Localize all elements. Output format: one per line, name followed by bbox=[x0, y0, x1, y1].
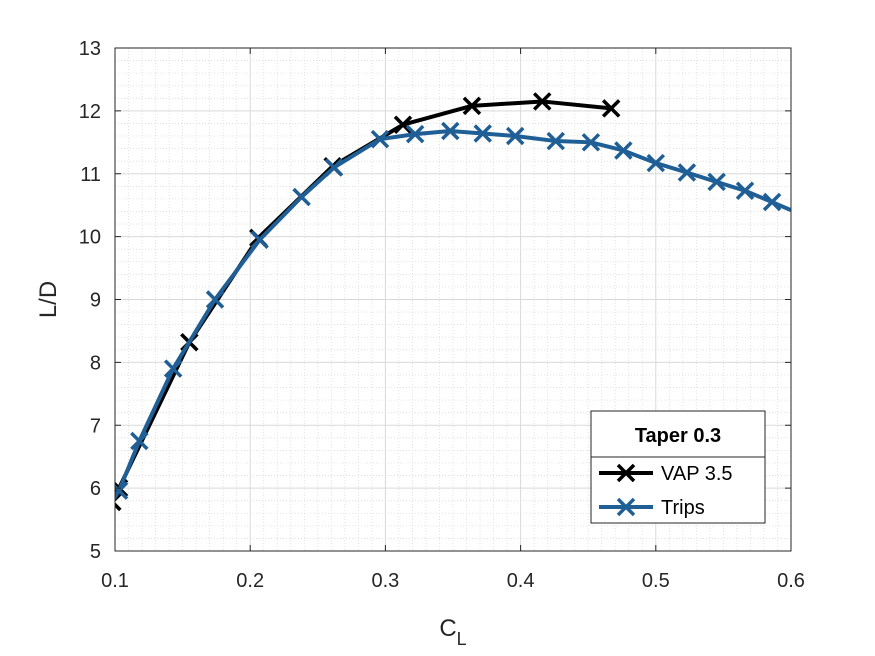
data-point bbox=[370, 129, 390, 149]
data-point bbox=[205, 290, 225, 309]
x-tick-label: 0.6 bbox=[777, 570, 805, 592]
series-layer bbox=[115, 92, 791, 512]
legend-label: VAP 3.5 bbox=[661, 463, 733, 485]
x-axis-label-subscript: L bbox=[457, 629, 467, 649]
series-trips bbox=[115, 121, 791, 501]
y-tick-label: 13 bbox=[79, 38, 101, 60]
data-point bbox=[462, 96, 482, 116]
x-tick-label: 0.4 bbox=[507, 570, 535, 592]
y-tick-label: 6 bbox=[90, 478, 101, 500]
y-tick-label: 8 bbox=[90, 352, 101, 374]
y-axis-label: L/D bbox=[35, 281, 62, 318]
data-point bbox=[532, 92, 552, 111]
data-point bbox=[292, 187, 311, 207]
y-tick-label: 12 bbox=[79, 101, 101, 123]
legend-marker bbox=[616, 497, 636, 517]
y-tick-label: 10 bbox=[79, 227, 101, 249]
tick-labels: 0.1 0.2 0.3 0.4 0.5 0.6 5 6 7 8 9 10 11 12 13 bbox=[79, 38, 805, 592]
data-point bbox=[115, 481, 129, 500]
data-point bbox=[707, 172, 726, 192]
series-line bbox=[115, 128, 791, 501]
data-point bbox=[405, 124, 425, 144]
data-point bbox=[163, 359, 183, 378]
data-point bbox=[505, 126, 525, 146]
legend: Taper 0.3 VAP 3.5 Trips bbox=[590, 410, 766, 524]
data-point bbox=[130, 431, 149, 451]
data-point bbox=[324, 158, 344, 177]
x-axis-label-main: C bbox=[439, 615, 456, 642]
data-point bbox=[735, 181, 755, 200]
data-point bbox=[601, 99, 621, 118]
data-point bbox=[762, 192, 782, 212]
legend-entry: Trips bbox=[599, 497, 705, 519]
legend-label: Trips bbox=[661, 497, 705, 519]
x-tick-label: 0.3 bbox=[371, 570, 399, 592]
data-point bbox=[677, 163, 697, 182]
y-tick-label: 7 bbox=[90, 415, 101, 437]
x-tick-label: 0.2 bbox=[236, 570, 264, 592]
data-point bbox=[250, 230, 269, 250]
x-axis-label: CL bbox=[439, 615, 466, 649]
legend-title: Taper 0.3 bbox=[635, 425, 721, 447]
y-tick-label: 11 bbox=[80, 164, 101, 186]
x-tick-label: 0.5 bbox=[642, 570, 670, 592]
data-point bbox=[646, 153, 666, 173]
data-point bbox=[614, 141, 633, 160]
data-point bbox=[581, 133, 601, 152]
x-tick-label: 0.1 bbox=[101, 570, 129, 592]
data-point bbox=[473, 124, 492, 143]
data-point bbox=[393, 115, 413, 134]
y-tick-label: 5 bbox=[90, 541, 101, 563]
y-tick-label: 9 bbox=[90, 290, 101, 312]
legend-marker bbox=[616, 463, 636, 483]
data-point bbox=[546, 131, 565, 151]
legend-entries: VAP 3.5 Trips bbox=[599, 463, 733, 519]
data-point bbox=[441, 121, 460, 141]
legend-entry: VAP 3.5 bbox=[599, 463, 733, 485]
